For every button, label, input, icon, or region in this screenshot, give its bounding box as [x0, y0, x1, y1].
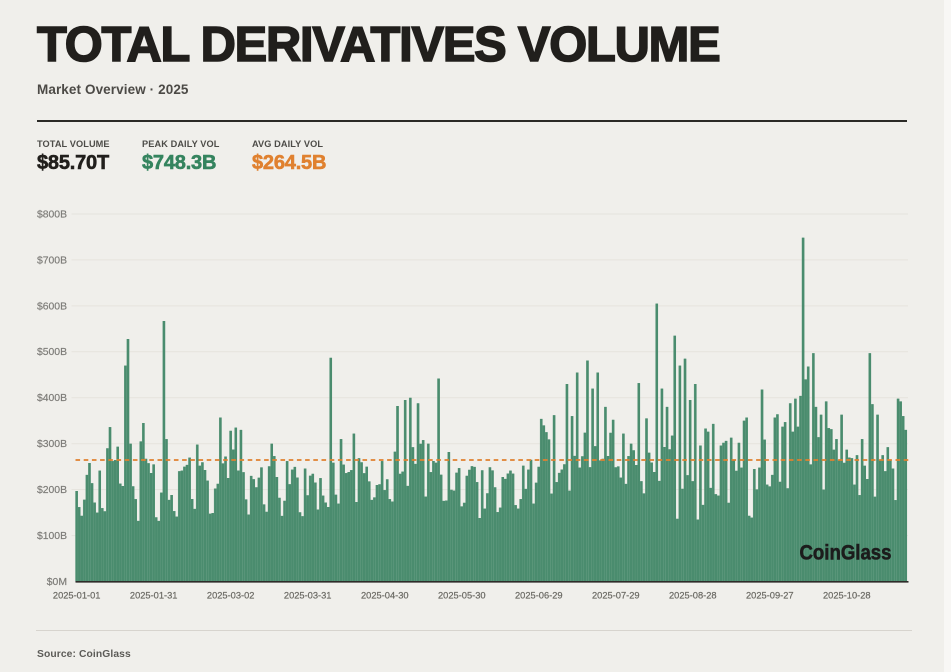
svg-text:$500B: $500B: [37, 347, 67, 358]
svg-text:2025-09-27: 2025-09-27: [746, 591, 794, 601]
svg-text:2025-04-30: 2025-04-30: [361, 591, 409, 601]
svg-text:$600B: $600B: [37, 301, 67, 312]
svg-text:2025-03-31: 2025-03-31: [284, 591, 332, 601]
svg-text:$400B: $400B: [37, 393, 67, 404]
svg-text:$300B: $300B: [37, 439, 67, 450]
svg-text:2025-03-02: 2025-03-02: [207, 591, 255, 601]
svg-text:2025-01-01: 2025-01-01: [53, 591, 101, 601]
svg-text:2025-10-28: 2025-10-28: [823, 591, 871, 601]
svg-text:$200B: $200B: [37, 485, 67, 496]
svg-text:2025-07-29: 2025-07-29: [592, 591, 640, 601]
svg-text:$800B: $800B: [37, 209, 67, 220]
svg-text:2025-06-29: 2025-06-29: [515, 591, 563, 601]
svg-text:$700B: $700B: [37, 255, 67, 266]
svg-text:2025-01-31: 2025-01-31: [130, 591, 178, 601]
svg-text:$100B: $100B: [37, 531, 67, 542]
svg-text:$0M: $0M: [47, 577, 67, 588]
svg-text:2025-05-30: 2025-05-30: [438, 591, 486, 601]
svg-text:CoinGlass: CoinGlass: [800, 541, 892, 565]
svg-text:2025-08-28: 2025-08-28: [669, 591, 717, 601]
